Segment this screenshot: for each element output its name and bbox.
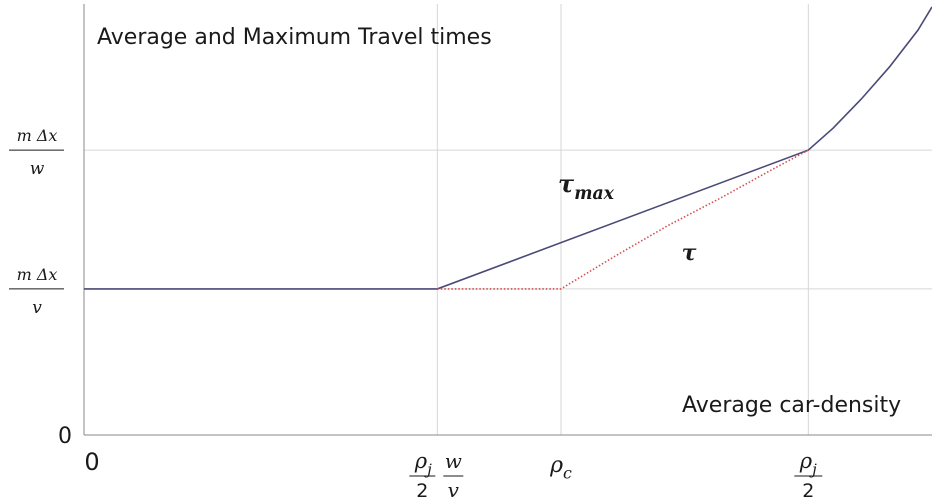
chart-title: Average and Maximum Travel times bbox=[97, 25, 492, 50]
series-layer: τmax τ bbox=[84, 6, 932, 290]
series-line-tau bbox=[437, 149, 809, 290]
y-tick-den-mdxv: v bbox=[32, 298, 42, 318]
series-label-tau-max: τmax bbox=[558, 169, 615, 204]
x-tick-label-zero: 0 bbox=[84, 448, 99, 476]
x-tick-label-rc: ρc bbox=[549, 453, 572, 483]
y-tick-num-mdxv: m Δx bbox=[17, 265, 58, 284]
x-tick-num-rjwv: ρj bbox=[414, 449, 432, 478]
x-tick-den-rjwv: 2 bbox=[416, 480, 428, 501]
y-tick-label-zero: 0 bbox=[58, 424, 72, 449]
grid-layer bbox=[84, 4, 932, 435]
series-line-tau-max bbox=[84, 6, 932, 290]
y-tick-den-mdxw: w bbox=[30, 159, 45, 179]
x-axis-label: Average car-density bbox=[682, 393, 901, 418]
series-label-tau: τ bbox=[682, 240, 697, 266]
axes-layer bbox=[83, 4, 932, 436]
y-tick-num-mdxw: m Δx bbox=[17, 126, 58, 145]
x-tick-fracden-rjwv: v bbox=[448, 478, 460, 501]
x-tick-num-rj2: ρj bbox=[799, 449, 817, 478]
x-tick-den-rj2: 2 bbox=[802, 480, 814, 501]
x-tick-fracnum-rjwv: w bbox=[445, 449, 462, 473]
